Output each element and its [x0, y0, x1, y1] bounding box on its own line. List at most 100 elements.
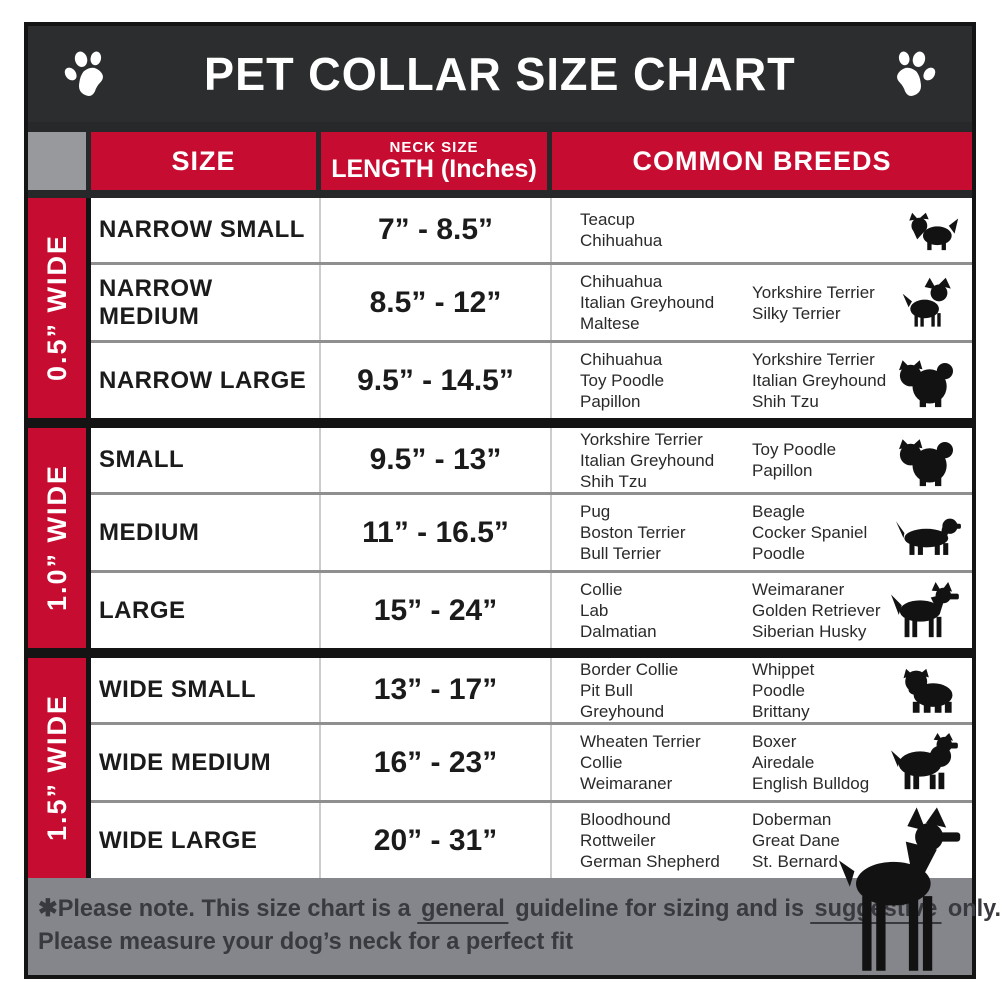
- width-group-label-bar: 1.5” WIDE: [28, 658, 86, 878]
- width-group-label-bar: 0.5” WIDE: [28, 198, 86, 418]
- breed-name: Chihuahua: [580, 272, 663, 291]
- breeds-column-2: Yorkshire Terrier Italian Greyhound Shih…: [752, 349, 924, 412]
- footer-text: only.: [941, 895, 1000, 922]
- breeds-cell: Chihuahua Toy Poodle Papillon Yorkshire …: [552, 343, 972, 418]
- length-inches-label: LENGTH (Inches): [331, 155, 537, 183]
- breed-name: Italian Greyhound: [580, 450, 715, 470]
- breed-name: Italian Greyhound: [580, 293, 715, 312]
- breed-name: Bull Terrier: [580, 544, 661, 563]
- size-cell: NARROW LARGE: [91, 343, 321, 418]
- breed-name: Chihuahua: [580, 231, 663, 250]
- breed-name: Brittany: [752, 701, 810, 721]
- width-group-label: 1.5” WIDE: [41, 694, 72, 842]
- breed-name: Shih Tzu: [580, 471, 647, 491]
- chihuahua-icon: [894, 276, 962, 330]
- size-table: 0.5” WIDE NARROW SMALL 7” - 8.5” Teacup …: [28, 198, 972, 878]
- breed-name: Papillon: [580, 392, 641, 411]
- neck-size-cell: 15” - 24”: [321, 573, 552, 648]
- table-row: NARROW MEDIUM 8.5” - 12” Chihuahua Itali…: [91, 265, 972, 340]
- breeds-column-1: Yorkshire Terrier Italian Greyhound Shih…: [580, 429, 752, 492]
- paw-print-icon: [62, 48, 114, 100]
- column-header-common-breeds: COMMON BREEDS: [552, 132, 972, 190]
- yorkshire-terrier-icon: [904, 207, 962, 253]
- neck-size-cell: 20” - 31”: [321, 803, 552, 878]
- breeds-column-1: Bloodhound Rottweiler German Shepherd: [580, 809, 752, 872]
- table-row: NARROW SMALL 7” - 8.5” Teacup Chihuahua: [91, 198, 972, 262]
- breed-name: Greyhound: [580, 701, 665, 721]
- corner-spacer: [28, 132, 86, 190]
- breed-name: Poodle: [752, 544, 805, 563]
- size-cell: WIDE MEDIUM: [91, 725, 321, 800]
- neck-size-cell: 8.5” - 12”: [321, 265, 552, 340]
- breed-name: English Bulldog: [752, 774, 870, 793]
- footer-line-2: Please measure your dog’s neck for a per…: [38, 928, 574, 955]
- breed-name: Siberian Husky: [752, 622, 867, 641]
- breeds-column-1: Teacup Chihuahua: [580, 209, 752, 251]
- width-group-0_5: 0.5” WIDE NARROW SMALL 7” - 8.5” Teacup …: [28, 198, 972, 418]
- column-header-neck-size: NECK SIZE LENGTH (Inches): [321, 132, 547, 190]
- breed-name: Toy Poodle: [580, 371, 665, 390]
- footer-text: guideline for sizing and is: [508, 895, 811, 922]
- breed-name: Pit Bull: [580, 680, 633, 700]
- breed-name: Pug: [580, 502, 611, 521]
- breeds-cell: Pug Boston Terrier Bull Terrier Beagle C…: [552, 495, 972, 570]
- size-cell: WIDE LARGE: [91, 803, 321, 878]
- breed-name: St. Bernard: [752, 852, 838, 871]
- breed-name: Toy Poodle: [752, 440, 837, 459]
- breed-name: Great Dane: [752, 831, 840, 850]
- breeds-column-2: Whippet Poodle Brittany: [752, 659, 924, 722]
- size-cell: NARROW SMALL: [91, 198, 321, 262]
- width-group-label-bar: 1.0” WIDE: [28, 428, 86, 648]
- breeds-column-2: Toy Poodle Papillon: [752, 439, 924, 481]
- width-group-label: 1.0” WIDE: [41, 464, 72, 612]
- breeds-column-1: Border Collie Pit Bull Greyhound: [580, 659, 752, 722]
- breed-name: Wheaten Terrier: [580, 732, 701, 751]
- breeds-column-1: Chihuahua Italian Greyhound Maltese: [580, 271, 752, 334]
- breed-name: Beagle: [752, 502, 805, 521]
- beagle-icon: [894, 506, 962, 560]
- breed-name: Maltese: [580, 314, 640, 333]
- page-title: PET COLLAR SIZE CHART: [204, 48, 796, 100]
- breeds-column-2: Doberman Great Dane St. Bernard: [752, 809, 924, 872]
- breeds-cell: Chihuahua Italian Greyhound Maltese York…: [552, 265, 972, 340]
- breed-name: Poodle: [752, 680, 805, 700]
- breeds-column-2: Yorkshire Terrier Silky Terrier: [752, 282, 924, 324]
- title-bar: PET COLLAR SIZE CHART: [28, 26, 972, 122]
- neck-size-cell: 9.5” - 13”: [321, 428, 552, 492]
- width-group-1_0: 1.0” WIDE SMALL 9.5” - 13” Yorkshire Ter…: [28, 428, 972, 648]
- table-header-row: SIZE NECK SIZE LENGTH (Inches) COMMON BR…: [28, 122, 972, 198]
- breeds-column-1: Chihuahua Toy Poodle Papillon: [580, 349, 752, 412]
- footer-underlined-word: general: [417, 895, 509, 924]
- neck-size-cell: 11” - 16.5”: [321, 495, 552, 570]
- size-cell: SMALL: [91, 428, 321, 492]
- husky-icon: [884, 580, 962, 642]
- breed-name: Lab: [580, 601, 609, 620]
- breed-name: Rottweiler: [580, 831, 656, 850]
- breed-name: Doberman: [752, 810, 832, 829]
- size-cell: MEDIUM: [91, 495, 321, 570]
- breeds-column-2: Boxer Airedale English Bulldog: [752, 731, 924, 794]
- breed-name: Collie: [580, 753, 623, 772]
- table-row: SMALL 9.5” - 13” Yorkshire Terrier Itali…: [91, 428, 972, 492]
- breeds-column-1: Collie Lab Dalmatian: [580, 579, 752, 642]
- table-row: WIDE MEDIUM 16” - 23” Wheaten Terrier Co…: [91, 725, 972, 800]
- breed-name: Yorkshire Terrier: [752, 350, 875, 369]
- breed-name: Shih Tzu: [752, 392, 819, 411]
- neck-size-cell: 7” - 8.5”: [321, 198, 552, 262]
- width-group-1_5: 1.5” WIDE WIDE SMALL 13” - 17” Border Co…: [28, 658, 972, 878]
- breed-name: Dalmatian: [580, 622, 657, 641]
- footer-line-1: ✱Please note. This size chart is a gener…: [38, 892, 1000, 925]
- table-row: LARGE 15” - 24” Collie Lab Dalmatian Wei…: [91, 573, 972, 648]
- breed-name: Yorkshire Terrier: [752, 282, 875, 302]
- neck-size-cell: 13” - 17”: [321, 658, 552, 722]
- width-group-label: 0.5” WIDE: [41, 234, 72, 382]
- breed-name: Papillon: [752, 461, 813, 480]
- breed-name: Silky Terrier: [752, 303, 841, 323]
- pomeranian-icon: [890, 352, 962, 410]
- breed-name: Cocker Spaniel: [752, 523, 868, 542]
- breed-name: Whippet: [752, 659, 815, 679]
- breed-name: Boston Terrier: [580, 523, 686, 542]
- breed-name: Border Collie: [580, 659, 679, 679]
- breeds-column-2: Weimaraner Golden Retriever Siberian Hus…: [752, 579, 924, 642]
